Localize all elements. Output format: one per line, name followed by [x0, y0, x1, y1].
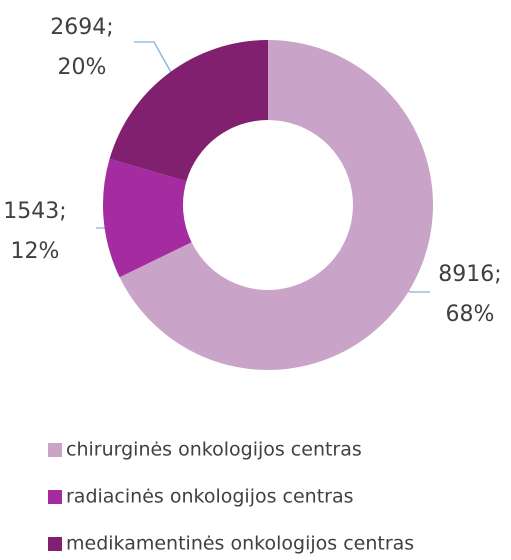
- data-label: 8916;: [438, 262, 501, 287]
- legend-swatch: [48, 537, 62, 551]
- data-label: 68%: [446, 302, 495, 327]
- data-label: 12%: [11, 239, 60, 264]
- legend-swatch: [48, 490, 62, 504]
- legend-label: chirurginės onkologijos centras: [66, 439, 362, 461]
- donut-segment: [119, 40, 433, 370]
- data-label: 20%: [58, 55, 107, 80]
- data-label: 1543;: [3, 199, 66, 224]
- legend-label: radiacinės onkologijos centras: [66, 486, 354, 508]
- donut-segment: [109, 40, 268, 182]
- legend-swatch: [48, 443, 62, 457]
- legend-label: medikamentinės onkologijos centras: [66, 533, 414, 555]
- donut-segment: [103, 158, 192, 278]
- data-label: 2694;: [50, 15, 113, 40]
